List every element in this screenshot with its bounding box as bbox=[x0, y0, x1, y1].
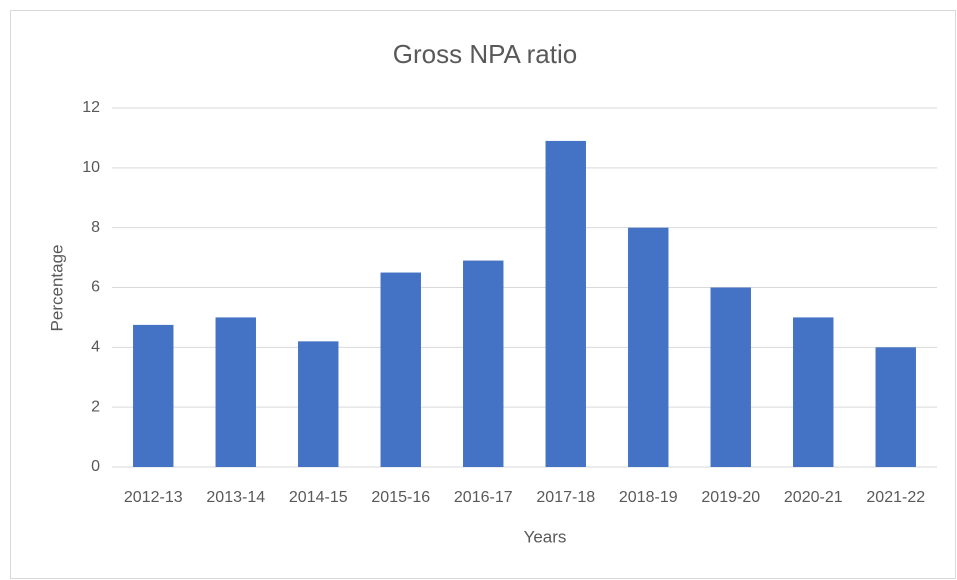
y-tick-label: 0 bbox=[91, 458, 100, 475]
bar bbox=[133, 324, 174, 467]
y-tick-label: 4 bbox=[91, 339, 100, 356]
y-tick-label: 6 bbox=[91, 279, 100, 296]
y-tick-label: 12 bbox=[82, 99, 100, 116]
bar bbox=[710, 287, 751, 467]
bar bbox=[875, 347, 916, 467]
bar bbox=[298, 341, 339, 467]
bar bbox=[793, 317, 834, 467]
y-tick-label: 2 bbox=[91, 398, 100, 415]
x-tick-label: 2012-13 bbox=[124, 489, 183, 506]
bar bbox=[628, 227, 669, 467]
x-tick-label: 2020-21 bbox=[784, 489, 843, 506]
x-tick-label: 2019-20 bbox=[701, 489, 760, 506]
y-tick-label: 10 bbox=[82, 159, 100, 176]
x-axis-label: Years bbox=[524, 527, 567, 546]
bar bbox=[463, 260, 504, 467]
y-tick-label: 8 bbox=[91, 219, 100, 236]
x-tick-label: 2018-19 bbox=[619, 489, 678, 506]
x-tick-label: 2014-15 bbox=[289, 489, 348, 506]
x-tick-label: 2021-22 bbox=[866, 489, 925, 506]
bar bbox=[545, 140, 586, 468]
x-tick-label: 2017-18 bbox=[536, 489, 595, 506]
y-axis-label: Percentage bbox=[47, 245, 66, 332]
x-tick-label: 2016-17 bbox=[454, 489, 513, 506]
x-tick-label: 2015-16 bbox=[371, 489, 430, 506]
bar bbox=[380, 272, 421, 467]
chart-title: Gross NPA ratio bbox=[393, 39, 577, 69]
bar bbox=[215, 317, 256, 467]
x-tick-label: 2013-14 bbox=[206, 489, 265, 506]
